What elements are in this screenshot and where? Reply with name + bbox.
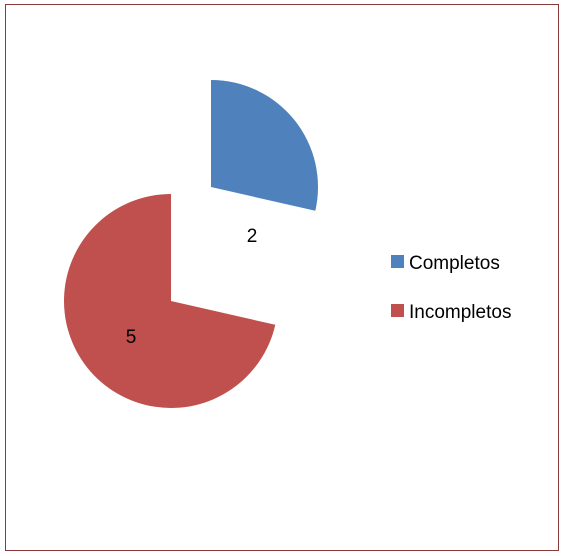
data-label-incompletos: 5 — [126, 327, 137, 348]
legend: Completos Incompletos — [391, 253, 511, 323]
legend-swatch-completos — [391, 255, 404, 268]
legend-label-completos: Completos — [409, 253, 500, 274]
pie-slice-completos — [211, 80, 319, 211]
legend-swatch-incompletos — [391, 304, 404, 317]
legend-label-incompletos: Incompletos — [409, 302, 511, 323]
data-labels: 25 — [126, 226, 258, 348]
data-label-completos: 2 — [247, 226, 258, 247]
pie-slices — [63, 80, 319, 408]
pie-slice-incompletos — [63, 194, 276, 408]
